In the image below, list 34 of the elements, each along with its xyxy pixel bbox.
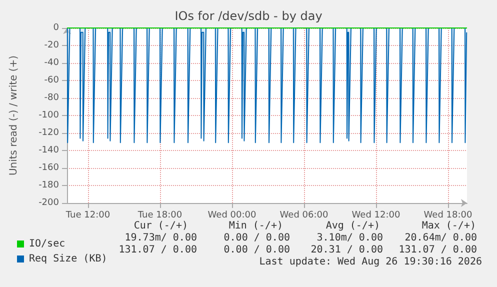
y-tick-label: -20 <box>44 40 60 50</box>
y-tick-label: -100 <box>38 110 60 120</box>
text: 131.07 / 0.00 <box>118 244 197 256</box>
text: 20.31 / 0.00 <box>310 244 383 256</box>
text: Min (-/+) <box>228 220 283 232</box>
x-tick-label: Tue 18:00 <box>136 210 182 220</box>
text: Last update: Wed Aug 26 19:30:16 2026 <box>259 256 482 268</box>
y-tick-label: -180 <box>38 180 60 190</box>
y-tick-label: -120 <box>38 128 60 138</box>
text: 131.07 / 0.00 <box>398 244 477 256</box>
x-tick-label: Wed 18:00 <box>424 210 472 220</box>
y-tick-label: -40 <box>44 58 60 68</box>
chart-title: IOs for /dev/sdb - by day <box>174 9 322 23</box>
text: 20.64m/ 0.00 <box>404 232 477 244</box>
legend-label: IO/sec <box>29 238 66 250</box>
legend-label: Req Size (KB) <box>29 254 108 264</box>
y-tick-label: -140 <box>38 146 60 156</box>
text: Avg (-/+) <box>326 220 380 232</box>
x-tick-label: Wed 12:00 <box>352 210 400 220</box>
x-tick-label: Wed 06:00 <box>280 210 328 220</box>
y-tick-label: -200 <box>38 198 60 208</box>
y-tick-label: -60 <box>44 76 60 86</box>
text: 3.10m/ 0.00 <box>316 232 383 244</box>
y-axis-title: Units read (-) / write (+) <box>8 55 20 176</box>
text: 19.73m/ 0.00 <box>124 232 197 244</box>
y-tick-label: -160 <box>38 163 60 173</box>
y-tick-label: 0 <box>53 23 60 33</box>
text: Max (-/+) <box>422 220 476 232</box>
text: 0.00 / 0.00 <box>224 232 290 244</box>
y-tick-label: -80 <box>44 93 60 103</box>
text: 0.00 / 0.00 <box>224 244 290 256</box>
x-tick-label: Wed 00:00 <box>208 210 256 220</box>
text: Cur (-/+) <box>134 220 188 232</box>
x-tick-label: Tue 12:00 <box>64 210 110 220</box>
